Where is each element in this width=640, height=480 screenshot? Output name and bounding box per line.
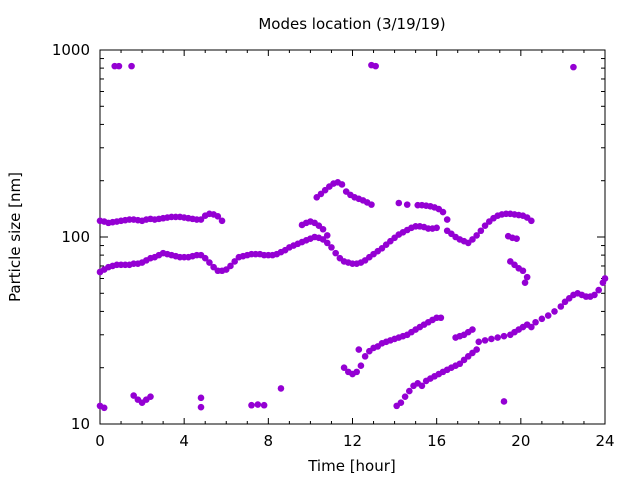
data-point — [323, 239, 331, 247]
data-point — [355, 346, 363, 353]
x-tick-label: 20 — [511, 432, 530, 450]
data-point — [130, 392, 137, 399]
data-point — [248, 401, 255, 409]
data-point — [319, 225, 327, 233]
x-axis-ticks: 0 4 8 12 16 20 24 — [95, 50, 615, 450]
data-point — [519, 267, 527, 275]
data-point — [481, 337, 489, 344]
data-point — [100, 404, 108, 412]
data-point — [544, 312, 552, 319]
data-point — [437, 314, 445, 322]
data-point — [528, 323, 535, 331]
data-point — [368, 201, 375, 208]
y-tick-label: 10 — [71, 415, 90, 433]
data-point — [277, 385, 285, 392]
x-tick-label: 12 — [343, 432, 362, 450]
data-point — [439, 208, 447, 216]
data-point — [147, 393, 154, 400]
data-point — [340, 364, 348, 372]
data-point — [197, 394, 205, 402]
data-points — [96, 61, 609, 412]
data-point — [494, 334, 501, 341]
data-point — [128, 62, 135, 70]
data-point — [323, 232, 331, 239]
data-point — [214, 213, 222, 220]
data-point — [513, 235, 520, 242]
data-point — [328, 244, 335, 251]
data-point — [403, 201, 411, 208]
data-point — [401, 393, 409, 400]
data-point — [538, 315, 546, 323]
data-point — [353, 368, 361, 376]
data-point — [551, 308, 558, 315]
data-point — [317, 190, 325, 198]
data-point — [395, 199, 403, 207]
data-point — [473, 232, 480, 239]
data-point — [477, 227, 485, 235]
chart-title: Modes location (3/19/19) — [258, 15, 445, 33]
data-point — [372, 62, 379, 70]
data-point — [500, 332, 508, 340]
data-point — [570, 63, 577, 71]
data-point — [361, 353, 369, 360]
data-point — [528, 217, 535, 225]
data-point — [475, 338, 483, 346]
data-point — [469, 236, 476, 243]
data-point — [500, 398, 508, 405]
data-point — [601, 275, 609, 282]
data-point — [206, 259, 213, 266]
data-point — [397, 399, 405, 406]
x-tick-label: 16 — [427, 432, 446, 450]
y-axis-ticks: 10 100 1000 — [52, 41, 605, 433]
data-point — [254, 401, 262, 408]
data-point — [332, 249, 339, 257]
data-point — [338, 181, 346, 188]
data-point — [469, 326, 476, 333]
x-axis-label: Time [hour] — [307, 457, 396, 475]
plot-area: 0 4 8 12 16 20 24 10 100 1000 — [52, 41, 615, 450]
data-point — [231, 258, 238, 265]
data-point — [357, 362, 365, 370]
data-point — [201, 254, 209, 262]
data-point — [532, 318, 539, 326]
data-point — [197, 403, 205, 411]
data-point — [433, 224, 440, 232]
data-point — [481, 222, 489, 229]
minor-ticks — [100, 58, 605, 369]
x-tick-label: 24 — [595, 432, 614, 450]
y-axis-label: Particle size [nm] — [6, 172, 24, 302]
data-point — [197, 216, 205, 223]
data-point — [218, 217, 226, 225]
data-point — [115, 62, 123, 70]
data-point — [557, 303, 565, 310]
data-point — [523, 273, 531, 281]
x-tick-label: 4 — [179, 432, 189, 450]
data-point — [473, 346, 480, 353]
data-point — [418, 382, 426, 390]
data-point — [406, 387, 413, 395]
y-tick-label: 1000 — [52, 41, 90, 59]
plot-frame — [99, 49, 606, 425]
data-point — [227, 262, 234, 270]
y-tick-label: 100 — [61, 228, 90, 246]
data-point — [488, 335, 495, 343]
data-point — [260, 401, 268, 409]
data-point — [595, 286, 602, 294]
data-point — [591, 291, 598, 299]
x-tick-label: 0 — [95, 432, 105, 450]
data-point — [443, 216, 451, 223]
x-tick-label: 8 — [264, 432, 274, 450]
data-point — [456, 360, 464, 368]
data-point — [521, 279, 529, 286]
